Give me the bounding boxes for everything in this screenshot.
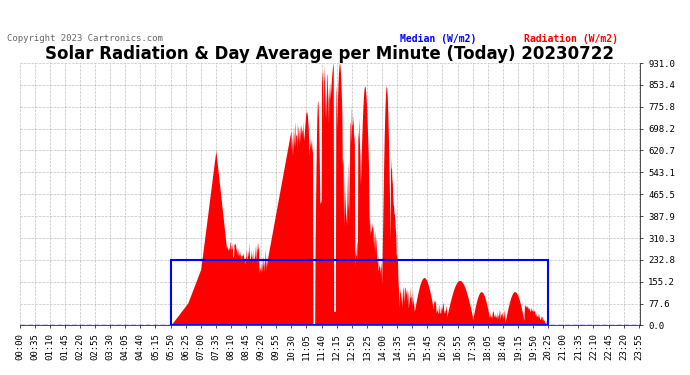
Bar [170,260,548,326]
Text: Median (W/m2): Median (W/m2) [400,34,477,44]
Title: Solar Radiation & Day Average per Minute (Today) 20230722: Solar Radiation & Day Average per Minute… [46,45,615,63]
Text: Radiation (W/m2): Radiation (W/m2) [524,34,618,44]
Text: Copyright 2023 Cartronics.com: Copyright 2023 Cartronics.com [7,34,163,43]
